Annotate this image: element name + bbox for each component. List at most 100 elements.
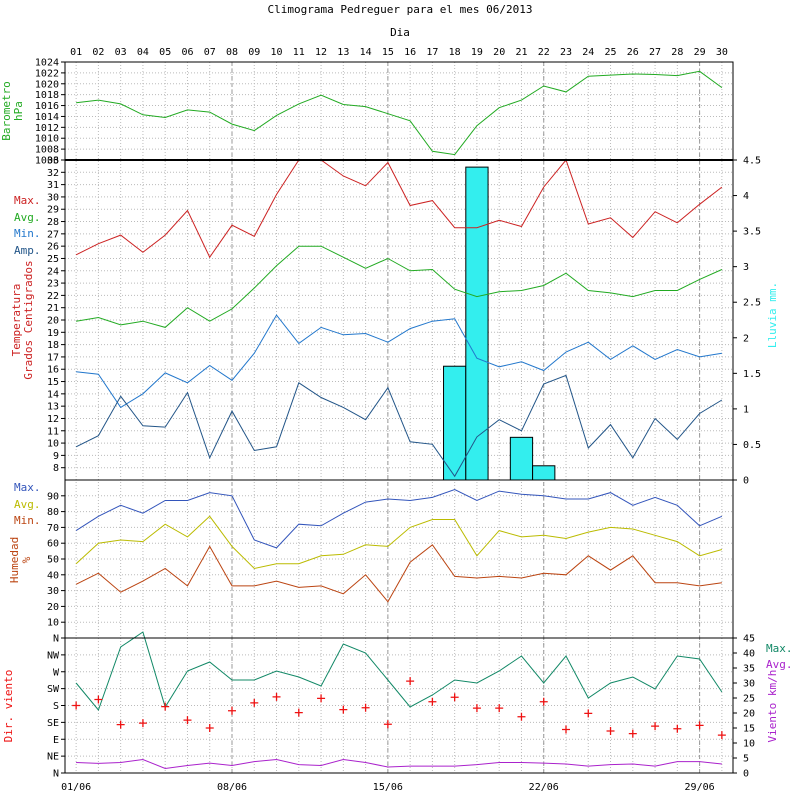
wind-direction-marker [383, 720, 392, 729]
y-tick-label: 1012 [35, 123, 59, 134]
wind-wavg-line [76, 758, 722, 770]
y-tick-label: N [53, 634, 59, 645]
wind-direction-marker [651, 722, 660, 731]
y2-tick-label: 0 [743, 476, 749, 487]
humidity-axis-label: Humedad [8, 537, 21, 583]
wind-direction-marker [116, 720, 125, 729]
hum-legend-havg: Avg. [14, 498, 41, 511]
day-tick-label: 22 [538, 47, 550, 58]
temp-tavg-line [76, 245, 723, 328]
y-tick-label: 18 [47, 340, 59, 351]
temp-legend-tavg: Avg. [14, 211, 41, 224]
hum-hmin-line [75, 544, 722, 603]
day-tick-label: 25 [605, 47, 617, 58]
humidity-axis-unit: % [20, 556, 33, 563]
y2-tick-label: 0 [743, 769, 749, 780]
y2-tick-label: 35 [743, 664, 755, 675]
y-tick-label: 90 [47, 491, 59, 502]
day-tick-label: 15 [382, 47, 394, 58]
y2-tick-label: 0.5 [743, 440, 761, 451]
y-tick-label: 29 [47, 205, 59, 216]
barometer-axis-unit: hPa [12, 101, 25, 121]
day-tick-label: 19 [471, 47, 483, 58]
wind-direction-marker [495, 704, 504, 713]
y2-tick-label: 45 [743, 634, 755, 645]
y-tick-label: 9 [53, 451, 59, 462]
marks-layer [72, 70, 726, 770]
wind-direction-marker [428, 697, 437, 706]
wind-direction-marker [183, 716, 192, 725]
grid-layer [65, 61, 733, 774]
y-tick-label: 8 [53, 463, 59, 474]
y-tick-label: 1016 [35, 101, 59, 112]
day-tick-label: 14 [360, 47, 372, 58]
wind-direction-marker [628, 729, 637, 738]
hum-legend-hmin: Min. [14, 514, 41, 527]
y2-tick-label: 15 [743, 724, 755, 735]
wind-speed-axis-label: Viento km/h [766, 670, 779, 743]
y2-tick-label: 40 [743, 649, 755, 660]
date-tick-label: 22/06 [529, 782, 559, 793]
y-tick-label: 31 [47, 180, 59, 191]
y-tick-label: 13 [47, 402, 59, 413]
y-tick-label: NW [47, 650, 60, 661]
top-axis-title: Dia [390, 26, 410, 39]
wind-direction-marker [361, 703, 370, 712]
wind-direction-marker [272, 692, 281, 701]
wind-direction-marker [472, 704, 481, 713]
wind-direction-marker [339, 705, 348, 714]
wind-direction-marker [94, 695, 103, 704]
chart-title: Climograma Pedreguer para el mes 06/2013 [268, 3, 533, 16]
y-tick-label: 40 [47, 570, 59, 581]
y2-tick-label: 4 [743, 191, 749, 202]
y2-tick-label: 1.5 [743, 369, 761, 380]
wind-direction-marker [406, 677, 415, 686]
temp-legend-amp: Amp. [14, 244, 41, 257]
y2-tick-label: 4.5 [743, 156, 761, 167]
day-tick-label: 01 [70, 47, 82, 58]
day-tick-label: 28 [671, 47, 683, 58]
y-tick-label: 1014 [35, 112, 59, 123]
day-tick-label: 12 [315, 47, 327, 58]
date-tick-label: 29/06 [685, 782, 715, 793]
y-tick-label: 26 [47, 242, 59, 253]
day-tick-label: 10 [271, 47, 283, 58]
day-tick-label: 16 [404, 47, 416, 58]
y-tick-label: W [53, 667, 60, 678]
rain-axis-label: Lluvia mm. [766, 282, 779, 348]
y-tick-label: 10 [47, 439, 59, 450]
temp-amp-line [75, 374, 723, 478]
wind-direction-marker [138, 719, 147, 728]
y-tick-label: 33 [47, 156, 59, 167]
y-tick-label: 1008 [35, 145, 59, 156]
wind-direction-marker [294, 708, 303, 717]
wind-direction-marker [695, 721, 704, 730]
y2-tick-label: 1 [743, 404, 749, 415]
labels-layer: 01 02 03 04 05 06 07 08 09 10 11 12 13 14 15 16 17 18 19 20… [0, 47, 793, 793]
y-tick-label: 32 [47, 168, 59, 179]
day-tick-label: 23 [560, 47, 572, 58]
y-tick-label: 1020 [35, 79, 59, 90]
hum-havg-line [75, 515, 723, 570]
y2-tick-label: 10 [743, 739, 755, 750]
y-tick-label: 10 [47, 618, 59, 629]
y-tick-label: 22 [47, 291, 59, 302]
temperature-axis-unit: Grados Centigrados [22, 260, 35, 379]
y-tick-label: 60 [47, 539, 59, 550]
y-tick-label: 11 [47, 426, 59, 437]
wind-direction-marker [517, 712, 526, 721]
y-tick-label: 16 [47, 365, 59, 376]
wind-direction-axis-label: Dir. viento [2, 670, 15, 743]
y-tick-label: 12 [47, 414, 59, 425]
y-tick-label: 1022 [35, 68, 59, 79]
day-tick-label: 08 [226, 47, 238, 58]
y-tick-label: E [53, 735, 59, 746]
y-tick-label: 20 [47, 602, 59, 613]
day-tick-label: 20 [493, 47, 505, 58]
barometer-line [76, 70, 723, 156]
y2-tick-label: 20 [743, 709, 755, 720]
temperature-axis-label: Temperatura [10, 284, 23, 357]
hum-hmax-line [75, 488, 723, 549]
wind-direction-marker [606, 727, 615, 735]
wind-direction-marker [717, 731, 726, 740]
